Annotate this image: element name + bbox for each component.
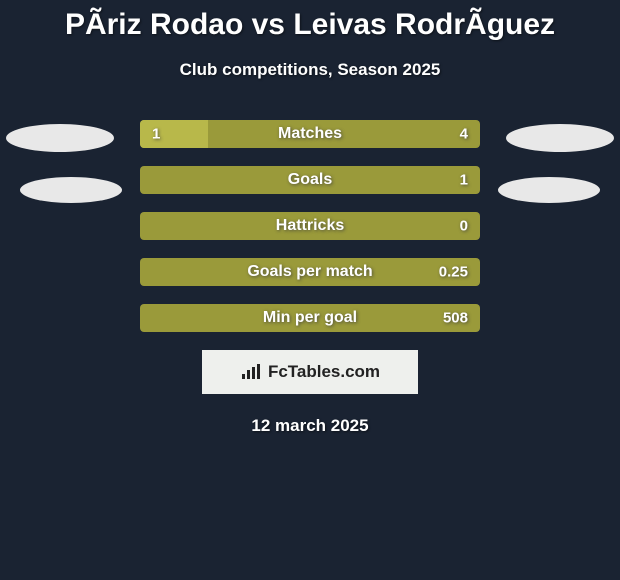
stat-row-min-per-goal: Min per goal 508: [0, 304, 620, 332]
brand-name: FcTables.com: [268, 362, 380, 382]
stat-row-goals: Goals 1: [0, 166, 620, 194]
stat-bar: Min per goal 508: [140, 304, 480, 332]
stat-bar: Goals per match 0.25: [140, 258, 480, 286]
date-label: 12 march 2025: [0, 416, 620, 436]
stat-value-right: 0: [460, 218, 468, 235]
stat-value-right: 1: [460, 172, 468, 189]
infographic-container: PÃriz Rodao vs Leivas RodrÃguez Club com…: [0, 0, 620, 436]
stat-label: Goals: [288, 171, 332, 189]
stat-label: Min per goal: [263, 309, 357, 327]
page-subtitle: Club competitions, Season 2025: [0, 60, 620, 80]
stat-value-right: 508: [443, 310, 468, 327]
stat-bar-fill: [140, 120, 208, 148]
stat-value-right: 4: [460, 126, 468, 143]
stat-label: Goals per match: [247, 263, 372, 281]
stat-row-matches: 1 Matches 4: [0, 120, 620, 148]
stat-label: Matches: [278, 125, 342, 143]
brand-footer: FcTables.com: [202, 350, 418, 394]
bar-chart-icon: [240, 363, 262, 381]
stat-row-hattricks: Hattricks 0: [0, 212, 620, 240]
stat-bar: Goals 1: [140, 166, 480, 194]
stat-row-goals-per-match: Goals per match 0.25: [0, 258, 620, 286]
stat-value-left: 1: [152, 126, 160, 143]
stat-value-right: 0.25: [439, 264, 468, 281]
stat-label: Hattricks: [276, 217, 344, 235]
page-title: PÃriz Rodao vs Leivas RodrÃguez: [0, 8, 620, 42]
stat-bar: 1 Matches 4: [140, 120, 480, 148]
stat-bar: Hattricks 0: [140, 212, 480, 240]
